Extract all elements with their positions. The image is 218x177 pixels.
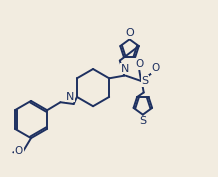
Text: O: O xyxy=(135,59,143,69)
Text: N: N xyxy=(66,92,74,102)
Text: S: S xyxy=(139,116,146,126)
Text: O: O xyxy=(125,28,134,38)
Text: O: O xyxy=(152,63,160,73)
Text: N: N xyxy=(120,64,129,73)
Text: O: O xyxy=(15,146,23,156)
Text: S: S xyxy=(142,76,149,86)
